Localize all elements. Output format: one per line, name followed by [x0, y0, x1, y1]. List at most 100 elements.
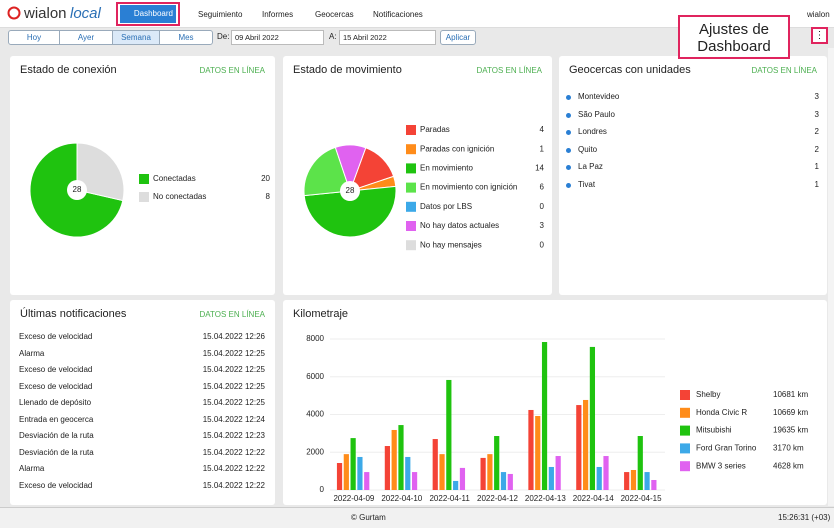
legend-swatch — [406, 144, 416, 155]
bar — [576, 405, 582, 490]
notification-time: 15.04.2022 12:26 — [202, 332, 265, 341]
status: DATOS EN LÍNEA — [199, 66, 266, 75]
from-input[interactable]: 09 Abril 2022 — [231, 30, 324, 45]
legend-total: 10681 km — [773, 390, 808, 399]
nav-dashboard[interactable]: Dashboard — [120, 5, 176, 23]
period-button[interactable]: Semana — [112, 30, 160, 45]
period-button[interactable]: Mes — [159, 30, 213, 45]
bar — [398, 425, 404, 490]
geofence-count: 1 — [814, 162, 819, 172]
notification-name: Alarma — [19, 348, 45, 358]
bar — [487, 454, 493, 490]
legend-value: 6 — [540, 183, 545, 192]
legend-label: Paradas — [420, 125, 450, 134]
widget: Estado de movimiento DATOS EN LÍNEA Para… — [283, 56, 552, 295]
top-bar: wialon local Dashboard Seguimiento Infor… — [0, 0, 834, 28]
scrollbar[interactable] — [828, 48, 834, 506]
notification-time: 15.04.2022 12:24 — [202, 414, 265, 424]
bar — [411, 472, 418, 490]
bar — [459, 467, 466, 490]
legend-swatch — [406, 201, 416, 212]
legend-swatch — [406, 240, 416, 251]
legend-value: 1 — [540, 144, 545, 153]
period-button[interactable]: Hoy — [8, 30, 60, 45]
geofence-name: Montevideo — [578, 92, 620, 101]
legend-value: 4 — [540, 125, 545, 134]
notification-name: Llenado de depósito — [19, 398, 92, 407]
pie-slice — [303, 185, 397, 238]
bar — [555, 456, 561, 490]
settings-button[interactable]: ⋮ — [811, 27, 828, 44]
geofence-count: 2 — [814, 127, 819, 137]
legend-total: 10669 km — [773, 408, 808, 417]
widget-title: Estado de movimiento — [293, 64, 402, 76]
bar — [541, 342, 548, 490]
apply-button[interactable]: Aplicar — [440, 30, 476, 45]
bar — [603, 456, 609, 490]
period-button[interactable]: Ayer — [59, 30, 113, 45]
bar — [405, 456, 411, 490]
legend-label: No hay datos actuales — [420, 221, 499, 230]
notification-name: Exceso de velocidad — [19, 381, 93, 391]
pie-total: 28 — [346, 186, 355, 195]
geofence-name: Londres — [578, 127, 607, 137]
bar — [357, 456, 363, 490]
notification-time: 15.04.2022 12:23 — [202, 431, 265, 440]
nav-item[interactable]: Informes — [262, 10, 294, 19]
legend-swatch — [680, 390, 690, 400]
geofence-name: La Paz — [578, 162, 603, 172]
bullet — [566, 183, 571, 188]
chart: Paradas 4 Paradas con ignición 1 En movimien… — [303, 125, 545, 251]
footer: © Gurtam 15:26:31 (+03) — [0, 507, 834, 528]
legend-label: Paradas con ignición — [420, 144, 494, 153]
status: DATOS EN LÍNEA — [476, 66, 543, 75]
y-tick-label: 2000 — [306, 447, 324, 456]
widget-title: Últimas notificaciones — [20, 308, 127, 320]
geofence-name: Quito — [578, 144, 598, 154]
y-tick-label: 8000 — [306, 334, 324, 343]
bar — [446, 379, 452, 490]
x-tick-label: 2022-04-09 — [333, 494, 374, 503]
bar — [336, 463, 343, 490]
x-tick-label: 2022-04-11 — [429, 494, 470, 503]
bar — [500, 472, 507, 490]
bar — [350, 438, 356, 490]
bar — [535, 416, 541, 490]
legend-label: No hay mensajes — [420, 240, 482, 249]
to-input[interactable]: 15 Abril 2022 — [339, 30, 436, 45]
legend-label: Honda Civic R — [696, 408, 747, 417]
notification-time: 15.04.2022 12:22 — [202, 480, 265, 490]
chart: 0 2000 4000 6000 8000 2022-04-09 2022-04-10 202… — [306, 334, 808, 503]
notification-name: Alarma — [19, 464, 45, 473]
widget: Kilometraje 0 2000 4000 6000 8000 2022-04-09 2… — [283, 300, 827, 505]
bar — [507, 473, 513, 490]
to-label: A: — [329, 32, 337, 41]
bar — [596, 466, 602, 490]
x-tick-label: 2022-04-14 — [573, 494, 614, 503]
legend-total: 4628 km — [773, 461, 804, 470]
bar — [589, 346, 596, 490]
logo-text: wialon — [24, 5, 67, 22]
bullet — [566, 112, 571, 118]
bar — [453, 480, 459, 490]
pie-center — [340, 181, 360, 201]
nav-item[interactable]: Seguimiento — [198, 10, 243, 19]
user-name[interactable]: wialon — [807, 10, 830, 19]
legend-label: BMW 3 series — [696, 461, 746, 470]
notification-time: 15.04.2022 12:25 — [202, 398, 265, 407]
nav-item[interactable]: Notificaciones — [373, 10, 423, 19]
bar — [630, 469, 637, 490]
legend-swatch — [680, 425, 690, 436]
widget-title: Estado de conexión — [20, 64, 117, 76]
bullet — [566, 95, 571, 100]
bar — [528, 409, 534, 490]
bar — [624, 472, 630, 490]
clock: 15:26:31 (+03) — [778, 513, 831, 522]
logo-icon — [7, 6, 21, 20]
copyright: © Gurtam — [351, 513, 386, 522]
notification-name: Entrada en geocerca — [19, 414, 94, 424]
nav-item[interactable]: Geocercas — [315, 10, 354, 19]
geofence-count: 2 — [814, 144, 819, 154]
callout: Ajustes de Dashboard — [678, 15, 790, 59]
y-tick-label: 6000 — [306, 372, 324, 381]
